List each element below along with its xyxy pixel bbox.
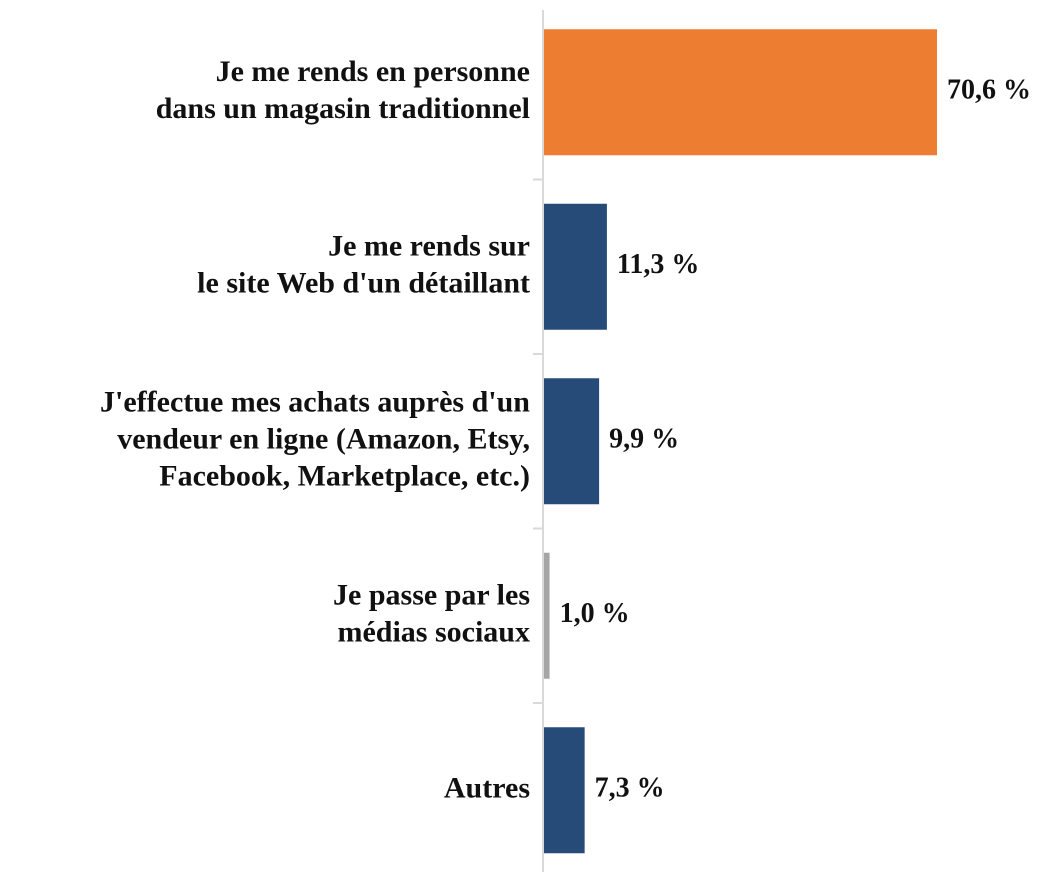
category-label-line: Facebook, Marketplace, etc.) [159,459,530,492]
category-label-line: dans un magasin traditionnel [156,92,530,125]
value-label: 11,3 % [617,249,699,280]
category-label: J'effectue mes achats auprès d'un vendeur… [100,385,530,492]
category-label: Autres [444,771,530,804]
value-label: 9,9 % [609,424,679,455]
bar [544,727,585,854]
category-label-line: médias sociaux [337,615,530,648]
category-label-line: vendeur en ligne (Amazon, Etsy, [117,422,530,455]
bar [544,203,607,330]
category-label-line: le site Web d'un détaillant [197,266,530,299]
category-label-line: Autres [444,771,530,804]
bar [544,552,550,679]
category-label: Je me rends en personne dans un magasin t… [156,55,530,125]
category-label-line: Je passe par les [333,578,530,611]
category-label: Je me rends sur le site Web d'un détailla… [197,229,530,299]
value-label: 1,0 % [560,598,630,629]
category-label-line: Je me rends en personne [216,55,530,88]
bar [544,378,600,505]
category-label: Je passe par les médias sociaux [333,578,530,648]
category-label-line: Je me rends sur [328,229,530,262]
value-label: 7,3 % [595,773,665,804]
value-label: 70,6 % [947,75,1031,106]
category-label-line: J'effectue mes achats auprès d'un [100,385,530,418]
bar [544,29,937,156]
